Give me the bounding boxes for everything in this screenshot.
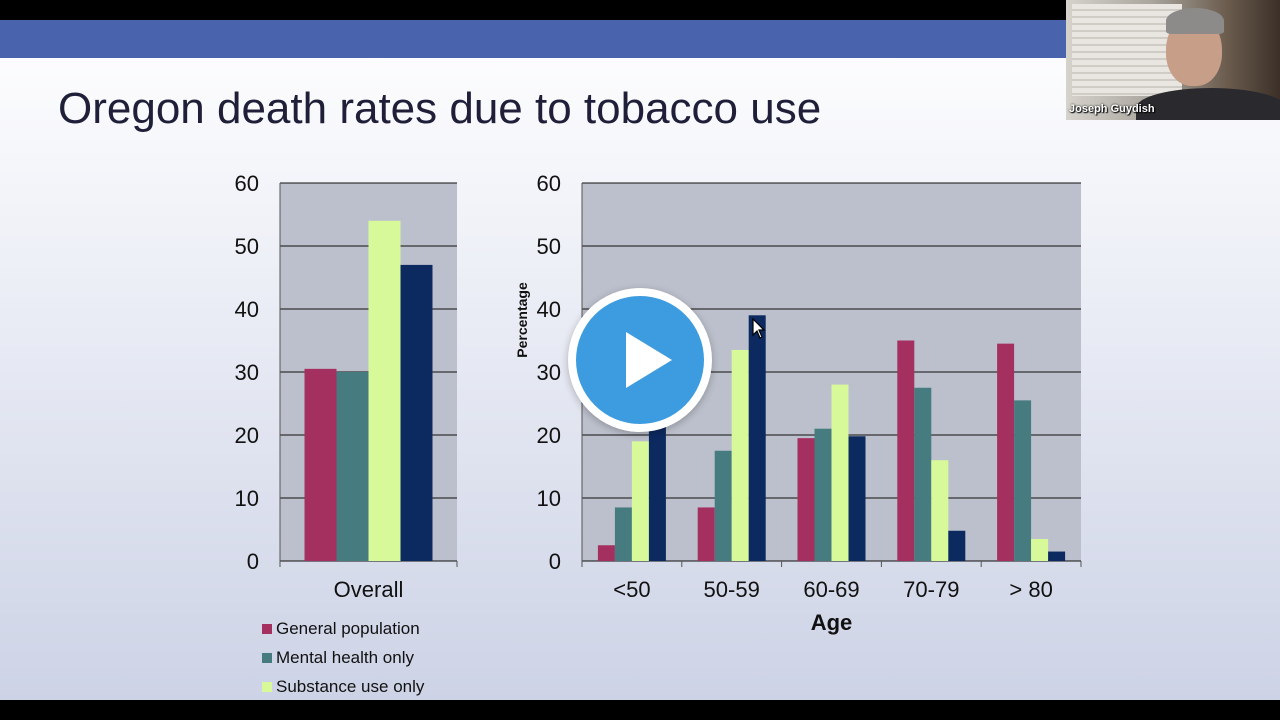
age-y-tick-label: 30 — [537, 360, 561, 385]
overall-bar — [336, 372, 369, 561]
age-bar — [648, 425, 666, 561]
overall-y-tick-label: 60 — [235, 171, 259, 196]
age-bar — [597, 545, 615, 561]
participant-name: Joseph Guydish — [1069, 103, 1155, 115]
age-bar — [814, 428, 832, 561]
age-bar — [714, 450, 732, 561]
age-category-label: <50 — [613, 577, 650, 602]
age-bar — [1014, 400, 1032, 561]
age-bar — [1031, 538, 1049, 561]
age-y-tick-label: 10 — [537, 486, 561, 511]
webcam-window-blind — [1072, 4, 1182, 96]
slide-title: Oregon death rates due to tobacco use — [58, 84, 822, 133]
webcam-thumbnail[interactable]: Joseph Guydish — [1066, 0, 1280, 120]
age-category-label: 60-69 — [803, 577, 859, 602]
age-category-label: > 80 — [1009, 577, 1052, 602]
overall-bar — [400, 264, 433, 561]
legend-label: Mental health only — [276, 647, 414, 667]
age-bar — [914, 387, 932, 561]
age-category-label: 50-59 — [704, 577, 760, 602]
age-bar — [1048, 551, 1066, 561]
overall-category-label: Overall — [334, 577, 404, 602]
play-button-disc — [576, 296, 704, 424]
age-bar — [831, 384, 849, 561]
age-y-axis-title: Percentage — [514, 282, 530, 358]
overall-y-tick-label: 10 — [235, 486, 259, 511]
chart-legend: General population Mental health only Su… — [262, 614, 424, 700]
overall-y-tick-label: 20 — [235, 423, 259, 448]
age-bar — [848, 436, 866, 561]
age-bar — [731, 349, 749, 561]
age-bar — [631, 441, 649, 561]
overall-y-tick-label: 40 — [235, 297, 259, 322]
legend-swatch — [262, 652, 272, 663]
overall-bar — [368, 220, 401, 562]
arrow-cursor-icon — [752, 318, 766, 339]
age-bar — [997, 343, 1015, 561]
age-bar — [931, 460, 949, 561]
legend-swatch — [262, 623, 272, 634]
overall-bar — [304, 368, 337, 561]
legend-label: Substance use only — [276, 676, 425, 696]
overall-y-tick-label: 0 — [247, 549, 259, 574]
age-y-tick-label: 20 — [537, 423, 561, 448]
play-button[interactable] — [568, 288, 712, 432]
age-bar — [614, 507, 632, 561]
age-bar — [748, 315, 766, 561]
overall-y-tick-label: 30 — [235, 360, 259, 385]
webcam-person-hair — [1166, 8, 1224, 34]
age-x-axis-title: Age — [811, 610, 853, 635]
overall-y-tick-label: 50 — [235, 234, 259, 259]
age-y-tick-label: 50 — [537, 234, 561, 259]
age-y-tick-label: 0 — [549, 549, 561, 574]
legend-swatch — [262, 681, 272, 692]
age-y-tick-label: 60 — [537, 171, 561, 196]
play-icon — [626, 332, 672, 388]
legend-item-substance-use-only: Substance use only — [262, 672, 424, 700]
legend-item-general-population: General population — [262, 614, 424, 643]
age-bar — [897, 340, 915, 561]
age-y-tick-label: 40 — [537, 297, 561, 322]
age-category-label: 70-79 — [903, 577, 959, 602]
legend-label: General population — [276, 618, 420, 638]
webcam-person-body — [1136, 88, 1280, 120]
age-bar — [697, 507, 715, 561]
age-bar — [948, 530, 966, 561]
charts: 0 10 20 30 40 50 60 Overall 0 10 20 30 40 50 60 <50 50-5… — [235, 171, 1082, 635]
age-bar — [797, 438, 815, 561]
legend-item-mental-health-only: Mental health only — [262, 643, 424, 672]
